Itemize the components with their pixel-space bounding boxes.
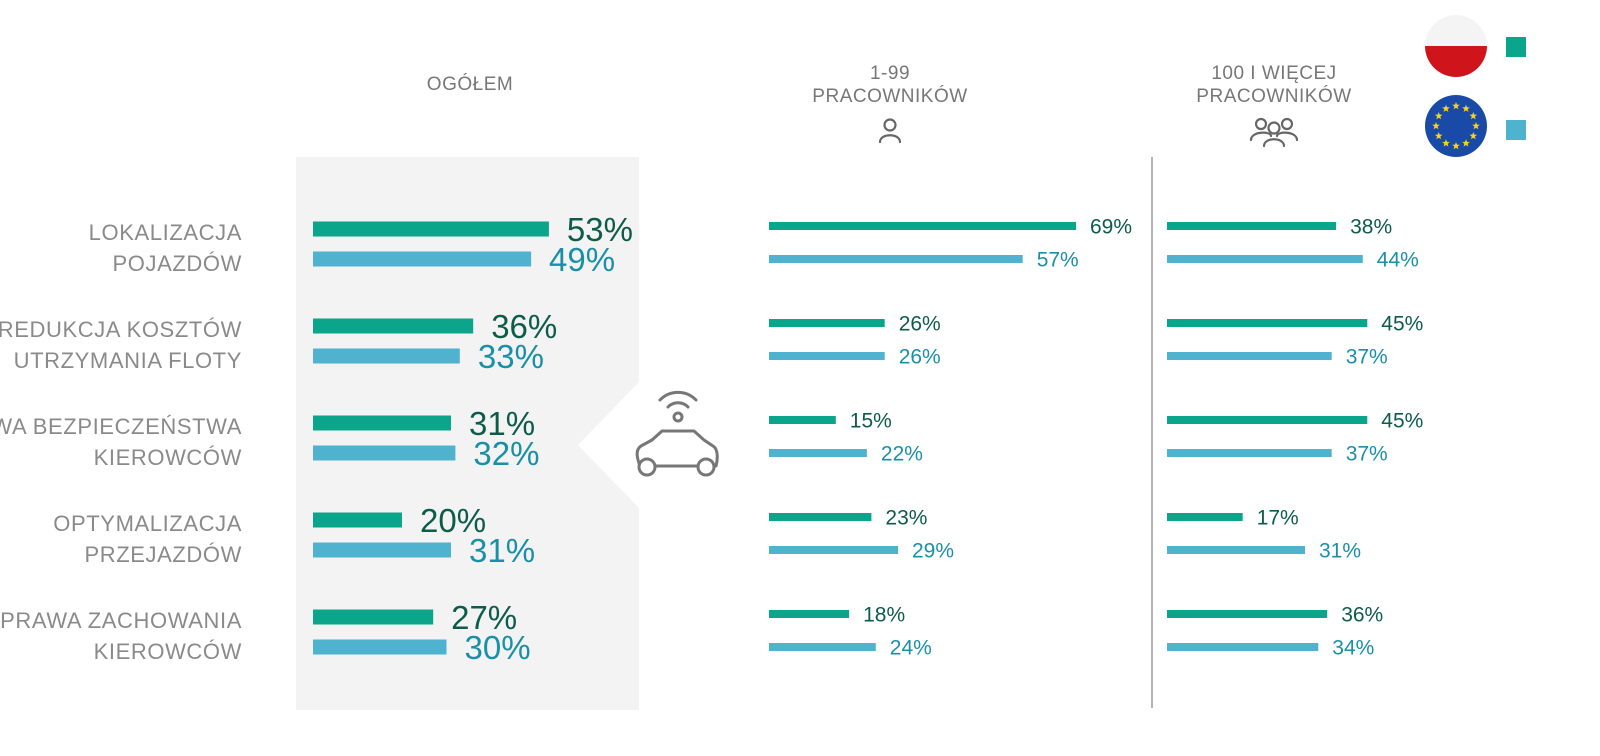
value-label-eu: 44% bbox=[1377, 249, 1419, 272]
value-label-pl: 31% bbox=[469, 405, 535, 442]
bar-pl bbox=[313, 609, 434, 625]
value-label-eu: 37% bbox=[1346, 346, 1388, 369]
header-large-line1: 100 I WIĘCEJ bbox=[1211, 63, 1336, 84]
bar-eu bbox=[769, 352, 885, 360]
bar-eu bbox=[1167, 643, 1319, 651]
eu-star bbox=[1469, 112, 1478, 120]
bar-eu bbox=[1167, 255, 1363, 263]
bar-eu bbox=[1167, 352, 1332, 360]
eu-flag-icon bbox=[1425, 95, 1487, 157]
bar-eu bbox=[1167, 449, 1332, 457]
bar-pl bbox=[769, 610, 850, 618]
bar-eu bbox=[769, 546, 899, 554]
value-label-eu: 31% bbox=[469, 532, 535, 569]
value-label-pl: 18% bbox=[863, 604, 905, 627]
value-label-pl: 20% bbox=[420, 502, 486, 539]
bar-pl bbox=[313, 415, 451, 431]
category-label: REDUKCJA KOSZTÓW bbox=[0, 317, 242, 342]
bar-pl bbox=[769, 319, 885, 327]
bar-eu bbox=[769, 449, 867, 457]
legend-swatch-pl bbox=[1506, 37, 1526, 57]
category-label: POPRAWA ZACHOWANIA bbox=[0, 608, 242, 633]
value-label-eu: 34% bbox=[1332, 637, 1374, 660]
bar-pl bbox=[1167, 319, 1368, 327]
eu-star bbox=[1442, 104, 1450, 112]
bar-pl bbox=[1167, 222, 1337, 230]
header-large-line2: PRACOWNIKÓW bbox=[1196, 85, 1351, 107]
value-label-pl: 15% bbox=[850, 410, 892, 433]
eu-star bbox=[1452, 142, 1460, 150]
value-label-eu: 29% bbox=[912, 540, 954, 563]
value-label-pl: 45% bbox=[1381, 313, 1423, 336]
bar-pl bbox=[769, 416, 836, 424]
bar-eu bbox=[313, 251, 532, 267]
poland-flag-icon bbox=[1425, 15, 1487, 77]
category-label: LOKALIZACJA bbox=[89, 220, 242, 245]
value-label-eu: 22% bbox=[881, 443, 923, 466]
bar-pl bbox=[313, 221, 549, 237]
eu-star bbox=[1434, 112, 1443, 120]
category-label: PRAWA BEZPIECZEŃSTWA bbox=[0, 414, 242, 439]
header-small-line2: PRACOWNIKÓW bbox=[812, 85, 967, 107]
value-label-eu: 31% bbox=[1319, 540, 1361, 563]
bar-eu bbox=[769, 643, 876, 651]
group-icon bbox=[1249, 117, 1299, 148]
bar-pl bbox=[1167, 416, 1368, 424]
eu-star bbox=[1462, 104, 1470, 112]
value-label-pl: 36% bbox=[491, 308, 557, 345]
value-label-eu: 49% bbox=[549, 241, 615, 278]
value-label-pl: 45% bbox=[1381, 410, 1423, 433]
value-label-pl: 53% bbox=[567, 211, 633, 248]
value-label-eu: 30% bbox=[465, 629, 531, 666]
bar-eu bbox=[313, 348, 460, 364]
eu-star bbox=[1434, 132, 1443, 140]
bar-pl bbox=[313, 512, 402, 528]
bar-pl bbox=[769, 513, 872, 521]
category-label: UTRZYMANIA FLOTY bbox=[14, 348, 242, 373]
bar-pl bbox=[313, 318, 474, 334]
value-label-pl: 23% bbox=[885, 507, 927, 530]
header-small-line1: 1-99 bbox=[870, 63, 910, 84]
value-label-eu: 37% bbox=[1346, 443, 1388, 466]
eu-star bbox=[1462, 139, 1470, 147]
value-label-pl: 38% bbox=[1350, 216, 1392, 239]
value-label-pl: 26% bbox=[899, 313, 941, 336]
bar-pl bbox=[1167, 513, 1243, 521]
person-icon bbox=[878, 118, 902, 144]
eu-star bbox=[1432, 122, 1440, 130]
value-label-pl: 27% bbox=[451, 599, 517, 636]
header-total: OGÓŁEM bbox=[427, 73, 513, 95]
category-label: KIEROWCÓW bbox=[94, 445, 242, 470]
total-panel bbox=[296, 157, 639, 710]
category-label: KIEROWCÓW bbox=[94, 639, 242, 664]
bar-eu bbox=[769, 255, 1023, 263]
eu-star bbox=[1442, 139, 1450, 147]
eu-star bbox=[1469, 132, 1478, 140]
eu-star bbox=[1472, 122, 1480, 130]
value-label-eu: 24% bbox=[890, 637, 932, 660]
category-label: OPTYMALIZACJA bbox=[53, 511, 242, 536]
legend-swatch-eu bbox=[1506, 120, 1526, 140]
bar-eu bbox=[313, 445, 456, 461]
connected-car-icon bbox=[635, 390, 719, 477]
value-label-eu: 26% bbox=[899, 346, 941, 369]
value-label-eu: 57% bbox=[1037, 249, 1079, 272]
value-label-eu: 33% bbox=[478, 338, 544, 375]
bar-pl bbox=[769, 222, 1077, 230]
value-label-pl: 69% bbox=[1090, 216, 1132, 239]
category-label: POJAZDÓW bbox=[113, 251, 242, 276]
bar-eu bbox=[313, 542, 451, 558]
value-label-eu: 32% bbox=[473, 435, 539, 472]
bar-eu bbox=[313, 639, 447, 655]
eu-star bbox=[1452, 102, 1460, 110]
category-label: PRZEJAZDÓW bbox=[84, 542, 242, 567]
value-label-pl: 17% bbox=[1257, 507, 1299, 530]
bar-pl bbox=[1167, 610, 1328, 618]
bar-eu bbox=[1167, 546, 1305, 554]
value-label-pl: 36% bbox=[1341, 604, 1383, 627]
